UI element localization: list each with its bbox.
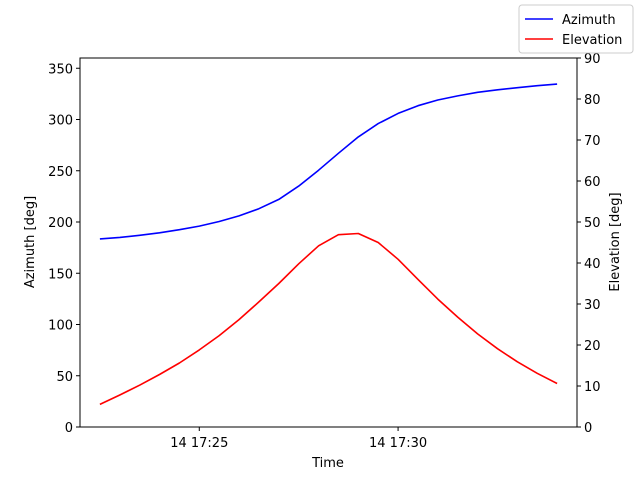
y-left-tick-label: 0 bbox=[65, 421, 73, 436]
y-left-tick-label: 200 bbox=[48, 216, 73, 231]
y-left-tick-label: 350 bbox=[48, 62, 73, 77]
y-left-tick-label: 300 bbox=[48, 114, 73, 129]
y-left-tick-label: 150 bbox=[48, 267, 73, 282]
y-right-tick-label: 10 bbox=[584, 380, 601, 395]
x-axis-label: Time bbox=[311, 456, 344, 471]
plot-area bbox=[80, 58, 577, 427]
legend-label-azimuth: Azimuth bbox=[562, 13, 616, 28]
y-right-tick-label: 60 bbox=[584, 175, 601, 190]
y-axis-label-left: Azimuth [deg] bbox=[23, 196, 38, 288]
y-right-tick-label: 0 bbox=[584, 421, 592, 436]
x-tick-label: 14 17:25 bbox=[170, 436, 228, 451]
series-line-elevation bbox=[99, 232, 558, 406]
y-left-tick-label: 100 bbox=[48, 319, 73, 334]
legend-label-elevation: Elevation bbox=[562, 33, 622, 48]
y-right-tick-label: 70 bbox=[584, 134, 601, 149]
y-right-tick-label: 20 bbox=[584, 339, 601, 354]
series-layer bbox=[99, 83, 558, 406]
y-right-tick-label: 30 bbox=[584, 298, 601, 313]
y-right-tick-label: 40 bbox=[584, 257, 601, 272]
series-line-azimuth bbox=[99, 83, 558, 240]
y-right-tick-label: 80 bbox=[584, 93, 601, 108]
y-axis-label-right: Elevation [deg] bbox=[608, 192, 623, 291]
legend-box bbox=[518, 4, 634, 54]
y-right-tick-label: 50 bbox=[584, 216, 601, 231]
y-left-tick-label: 250 bbox=[48, 165, 73, 180]
legend: Azimuth Elevation bbox=[518, 4, 634, 54]
axis-layer: 0 50 100 150 200 250 300 350 0 10 20 30 40 50 60 70 80 90… bbox=[48, 52, 600, 451]
plot-frame bbox=[79, 57, 578, 428]
x-tick-label: 14 17:30 bbox=[369, 436, 427, 451]
y-right-tick-label: 90 bbox=[584, 52, 601, 67]
y-left-tick-label: 50 bbox=[56, 370, 73, 385]
